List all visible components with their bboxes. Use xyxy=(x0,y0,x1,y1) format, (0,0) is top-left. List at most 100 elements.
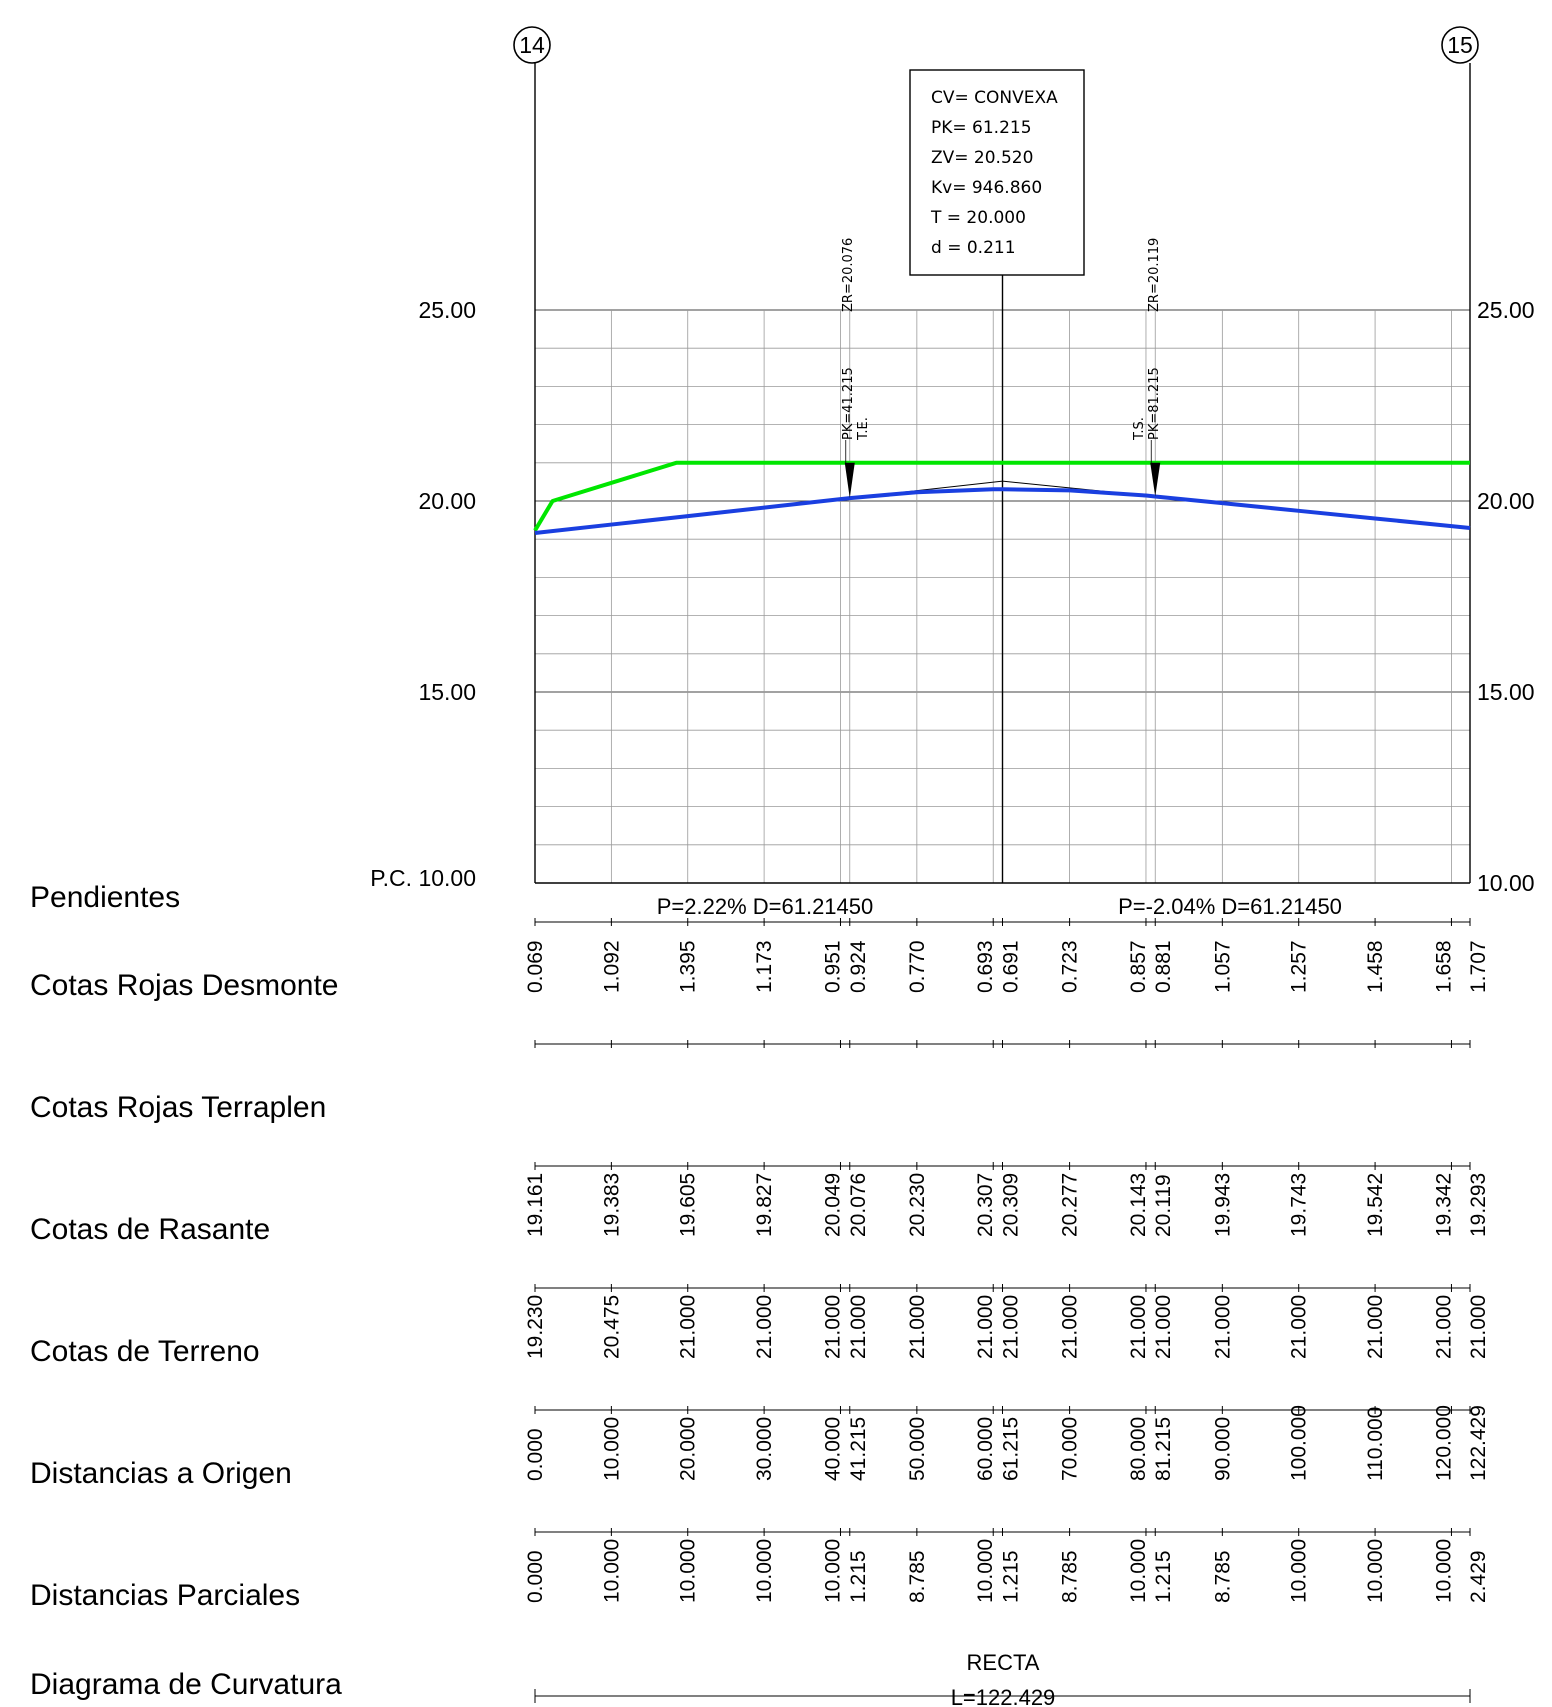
row-value-parciales: 8.785 xyxy=(1059,1550,1082,1603)
terrain-line xyxy=(533,460,1470,532)
row-value-terreno: 21.000 xyxy=(1432,1295,1455,1359)
ts-zr-label: ZR=20.119 xyxy=(1147,238,1162,312)
row-value-parciales: 1.215 xyxy=(1152,1550,1175,1603)
vertical-curve-box: CV= CONVEXA PK= 61.215 ZV= 20.520 Kv= 94… xyxy=(909,69,1085,276)
row-value-origen: 81.215 xyxy=(1152,1417,1175,1481)
row-value-desmonte: 1.257 xyxy=(1288,940,1311,993)
row-value-origen: 61.215 xyxy=(1000,1417,1023,1481)
row-value-origen: 110.000 xyxy=(1364,1407,1387,1481)
row-value-terreno: 21.000 xyxy=(906,1295,929,1359)
row-value-parciales: 10.000 xyxy=(677,1539,700,1603)
curve-box-line-4: Kv= 946.860 xyxy=(931,178,1042,198)
row-label-origen: Distancias a Origen xyxy=(30,1457,292,1490)
row-value-terreno: 21.000 xyxy=(1288,1295,1311,1359)
row-value-rasante: 20.049 xyxy=(821,1173,844,1237)
row-value-rasante: 20.307 xyxy=(974,1173,997,1237)
row-value-desmonte: 1.707 xyxy=(1467,940,1490,993)
row-value-terreno: 21.000 xyxy=(1152,1295,1175,1359)
row-value-origen: 50.000 xyxy=(906,1417,929,1481)
row-value-parciales: 8.785 xyxy=(906,1550,929,1603)
row-value-terreno: 21.000 xyxy=(677,1295,700,1359)
row-value-rasante: 20.309 xyxy=(1000,1173,1023,1237)
elevation-tick-right: 20.00 xyxy=(1477,488,1535,514)
row-value-desmonte: 0.857 xyxy=(1127,940,1150,993)
ts-pk-label: PK=81.215 xyxy=(1147,367,1162,440)
curvature-length: L=122.429 xyxy=(951,1685,1056,1707)
row-value-parciales: 8.785 xyxy=(1211,1550,1234,1603)
row-value-parciales: 10.000 xyxy=(1432,1539,1455,1603)
station-label-end: 15 xyxy=(1447,32,1473,58)
row-value-origen: 41.215 xyxy=(847,1417,870,1481)
row-value-terreno: 21.000 xyxy=(1059,1295,1082,1359)
ts-marker: ZR=20.119 PK=81.215 T.S. xyxy=(1132,238,1162,441)
row-value-rasante: 20.143 xyxy=(1127,1173,1150,1237)
row-value-origen: 120.000 xyxy=(1432,1405,1455,1481)
slope-label-2: P=-2.04% D=61.21450 xyxy=(1118,894,1342,919)
slope-label-1: P=2.22% D=61.21450 xyxy=(657,894,874,919)
row-value-desmonte: 0.691 xyxy=(1000,940,1023,993)
row-value-origen: 40.000 xyxy=(821,1417,844,1481)
row-value-desmonte: 1.057 xyxy=(1211,940,1234,993)
row-value-rasante: 20.076 xyxy=(847,1173,870,1237)
row-value-desmonte: 0.723 xyxy=(1059,940,1082,993)
te-name-label: T.E. xyxy=(856,417,871,441)
row-value-origen: 60.000 xyxy=(974,1417,997,1481)
elevation-tick-right: 10.00 xyxy=(1477,870,1535,896)
ts-name-label: T.S. xyxy=(1132,417,1147,441)
row-value-desmonte: 1.395 xyxy=(677,940,700,993)
row-value-rasante: 20.230 xyxy=(906,1173,929,1237)
profile-series xyxy=(533,440,1471,536)
row-value-desmonte: 1.458 xyxy=(1364,940,1387,993)
curve-box-line-6: d = 0.211 xyxy=(931,238,1016,258)
curve-box-line-2: PK= 61.215 xyxy=(931,118,1032,138)
row-value-origen: 100.000 xyxy=(1288,1405,1311,1481)
row-value-parciales: 10.000 xyxy=(1127,1539,1150,1603)
row-value-origen: 122.429 xyxy=(1467,1405,1490,1481)
curve-box-line-1: CV= CONVEXA xyxy=(931,88,1058,108)
row-value-rasante: 19.743 xyxy=(1288,1173,1311,1237)
datum-label: P.C. 10.00 xyxy=(370,865,476,891)
elevation-axes: 25.00 20.00 15.00 25.00 20.00 15.00 10.00 xyxy=(418,297,1534,896)
row-value-terreno: 21.000 xyxy=(847,1295,870,1359)
row-value-desmonte: 0.770 xyxy=(906,940,929,993)
grade-line xyxy=(534,487,1471,536)
row-value-terreno: 21.000 xyxy=(753,1295,776,1359)
row-value-rasante: 19.542 xyxy=(1364,1173,1387,1237)
row-value-desmonte: 0.951 xyxy=(821,940,844,993)
row-value-rasante: 19.342 xyxy=(1432,1173,1455,1237)
curve-box-line-3: ZV= 20.520 xyxy=(931,148,1033,168)
row-value-rasante: 19.943 xyxy=(1211,1173,1234,1237)
row-value-terreno: 21.000 xyxy=(1000,1295,1023,1359)
ts-triangle xyxy=(1150,462,1161,497)
elevation-tick-left: 20.00 xyxy=(418,488,476,514)
row-value-rasante: 19.605 xyxy=(677,1173,700,1237)
row-value-terreno: 21.000 xyxy=(1127,1295,1150,1359)
row-value-origen: 30.000 xyxy=(753,1417,776,1481)
curvature-name: RECTA xyxy=(967,1650,1040,1675)
row-value-parciales: 10.000 xyxy=(974,1539,997,1603)
row-value-rasante: 19.161 xyxy=(524,1173,547,1237)
row-value-terreno: 21.000 xyxy=(974,1295,997,1359)
row-value-rasante: 20.119 xyxy=(1152,1174,1175,1237)
row-label-pendientes: Pendientes xyxy=(30,881,180,914)
row-value-terreno: 19.230 xyxy=(524,1295,547,1359)
row-value-desmonte: 1.173 xyxy=(753,940,776,993)
row-value-parciales: 2.429 xyxy=(1467,1550,1490,1603)
row-value-desmonte: 1.658 xyxy=(1432,940,1455,993)
row-value-desmonte: 1.092 xyxy=(600,940,623,993)
row-label-terraplen: Cotas Rojas Terraplen xyxy=(30,1091,326,1124)
row-value-desmonte: 0.069 xyxy=(524,940,547,993)
row-value-parciales: 10.000 xyxy=(1364,1539,1387,1603)
row-value-origen: 20.000 xyxy=(677,1417,700,1481)
row-value-rasante: 19.293 xyxy=(1467,1173,1490,1237)
row-value-parciales: 10.000 xyxy=(753,1539,776,1603)
te-triangle xyxy=(844,462,855,499)
row-value-parciales: 1.215 xyxy=(847,1550,870,1603)
te-marker: ZR=20.076 PK=41.215 T.E. xyxy=(841,238,871,441)
row-value-origen: 90.000 xyxy=(1211,1417,1234,1481)
row-value-terreno: 21.000 xyxy=(1467,1295,1490,1359)
elevation-tick-left: 25.00 xyxy=(418,297,476,323)
station-marker-end xyxy=(1441,26,1479,64)
elevation-tick-left: 15.00 xyxy=(418,679,476,705)
row-value-terreno: 21.000 xyxy=(821,1295,844,1359)
